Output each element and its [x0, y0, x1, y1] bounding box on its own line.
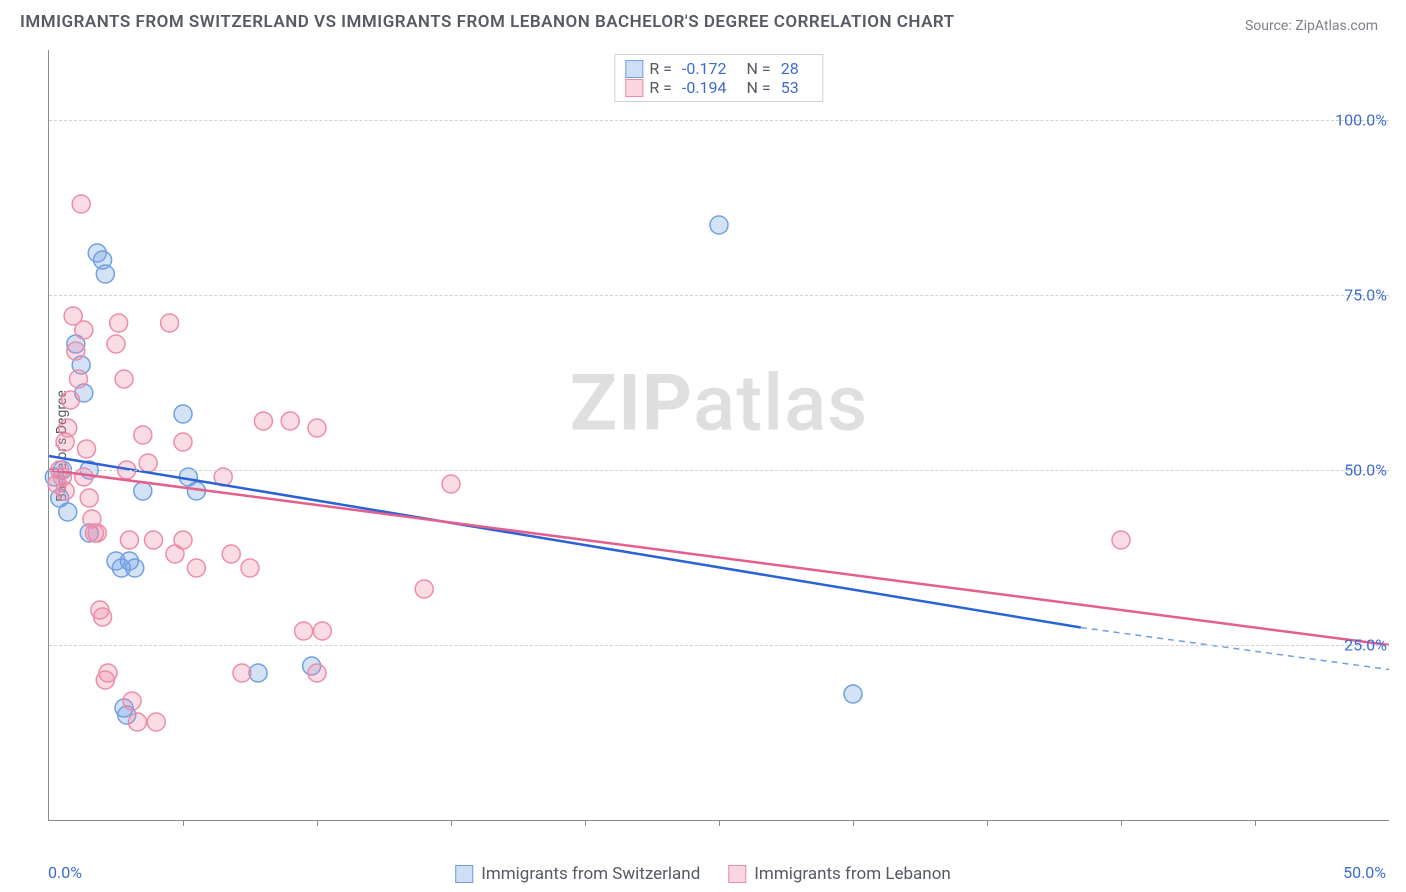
x-tick-mark [451, 820, 452, 826]
scatter-point [72, 195, 90, 213]
scatter-point [295, 622, 313, 640]
swatch-icon [455, 865, 473, 883]
gridline [49, 295, 1389, 296]
gridline [49, 120, 1389, 121]
scatter-point [78, 440, 96, 458]
scatter-point [96, 265, 114, 283]
chart-title: IMMIGRANTS FROM SWITZERLAND VS IMMIGRANT… [20, 12, 955, 32]
plot-svg [49, 50, 1389, 820]
scatter-point [145, 531, 163, 549]
scatter-point [222, 545, 240, 563]
legend-item: Immigrants from Switzerland [455, 864, 700, 884]
scatter-point [94, 608, 112, 626]
scatter-point [415, 580, 433, 598]
scatter-point [174, 531, 192, 549]
scatter-point [88, 524, 106, 542]
x-tick-mark [1121, 820, 1122, 826]
gridline [49, 645, 1389, 646]
scatter-point [147, 713, 165, 731]
gridline [49, 470, 1389, 471]
scatter-point [75, 321, 93, 339]
scatter-point [161, 314, 179, 332]
scatter-point [107, 335, 125, 353]
scatter-point [844, 685, 862, 703]
scatter-point [313, 622, 331, 640]
scatter-point [710, 216, 728, 234]
scatter-point [126, 559, 144, 577]
scatter-point [233, 664, 251, 682]
plot-area: ZIPatlas R = -0.172 N = 28 R = -0.194 N … [48, 50, 1389, 821]
scatter-point [128, 713, 146, 731]
scatter-point [69, 370, 87, 388]
scatter-point [123, 692, 141, 710]
regression-line [49, 470, 1389, 645]
scatter-point [99, 664, 117, 682]
scatter-point [281, 412, 299, 430]
x-tick-mark [853, 820, 854, 826]
legend-item-label: Immigrants from Switzerland [481, 864, 700, 884]
y-tick-label: 75.0% [1336, 286, 1395, 305]
scatter-point [254, 412, 272, 430]
x-axis-min-label: 0.0% [48, 863, 82, 882]
source-label: Source: ZipAtlas.com [1245, 18, 1378, 34]
x-tick-mark [183, 820, 184, 826]
scatter-point [308, 419, 326, 437]
y-tick-label: 100.0% [1327, 111, 1395, 130]
scatter-point [134, 426, 152, 444]
x-tick-mark [317, 820, 318, 826]
legend-item: Immigrants from Lebanon [728, 864, 951, 884]
scatter-point [241, 559, 259, 577]
scatter-point [187, 559, 205, 577]
y-tick-label: 50.0% [1336, 461, 1395, 480]
x-tick-mark [719, 820, 720, 826]
scatter-point [308, 664, 326, 682]
scatter-point [67, 342, 85, 360]
regression-line [49, 456, 1081, 628]
legend-series: Immigrants from Switzerland Immigrants f… [455, 864, 951, 884]
scatter-point [174, 405, 192, 423]
scatter-point [249, 664, 267, 682]
scatter-point [110, 314, 128, 332]
scatter-point [442, 475, 460, 493]
scatter-point [134, 482, 152, 500]
scatter-point [1112, 531, 1130, 549]
scatter-point [120, 531, 138, 549]
legend-item-label: Immigrants from Lebanon [754, 864, 951, 884]
x-axis-max-label: 50.0% [1343, 863, 1386, 882]
scatter-point [61, 391, 79, 409]
swatch-icon [728, 865, 746, 883]
scatter-point [59, 419, 77, 437]
y-tick-label: 25.0% [1336, 636, 1395, 655]
chart-container: IMMIGRANTS FROM SWITZERLAND VS IMMIGRANT… [0, 0, 1406, 892]
scatter-point [115, 370, 133, 388]
scatter-point [56, 482, 74, 500]
x-tick-mark [585, 820, 586, 826]
scatter-point [80, 489, 98, 507]
x-tick-mark [987, 820, 988, 826]
scatter-point [59, 503, 77, 521]
x-tick-mark [1255, 820, 1256, 826]
scatter-point [174, 433, 192, 451]
